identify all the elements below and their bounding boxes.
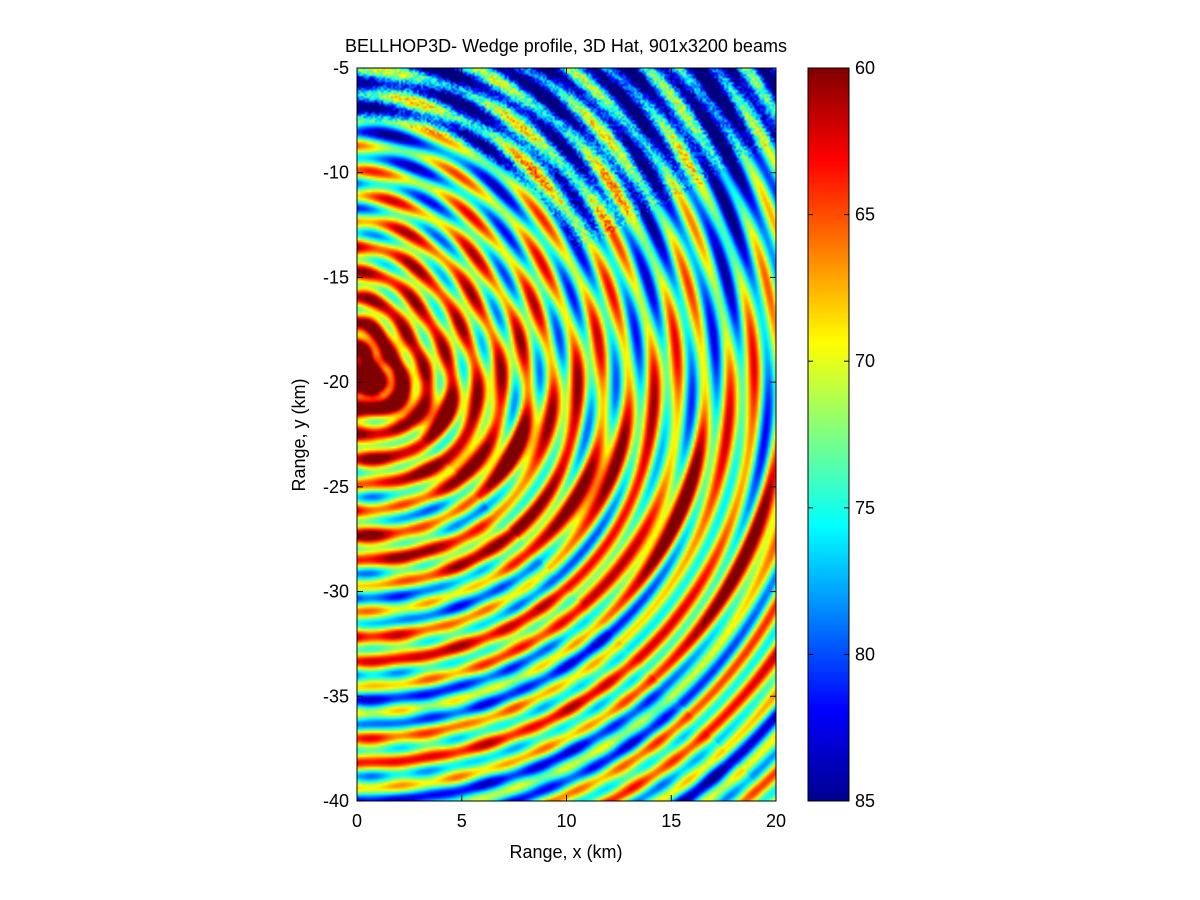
y-tick-label: -25 [323, 477, 349, 497]
y-axis-label: Range, y (km) [289, 378, 309, 491]
y-tick-label: -20 [323, 372, 349, 392]
colorbar-tick-label: 60 [855, 58, 875, 78]
y-tick-label: -35 [323, 686, 349, 706]
colorbar: 60 65 70 75 80 85 [807, 58, 875, 811]
y-tick-label: -40 [323, 791, 349, 811]
colorbar-tick-label: 75 [855, 498, 875, 518]
heatmap-plot [356, 67, 777, 802]
x-tick-label: 15 [661, 811, 681, 831]
x-tick-label: 5 [457, 811, 467, 831]
colorbar-tick-label: 65 [855, 205, 875, 225]
colorbar-ticks: 60 65 70 75 80 85 [808, 58, 875, 811]
colorbar-gradient [807, 67, 850, 802]
y-tick-label: -10 [323, 163, 349, 183]
chart-title: BELLHOP3D- Wedge profile, 3D Hat, 901x32… [345, 36, 787, 56]
y-axis: -5 -10 -15 -20 -25 -30 -35 -40 [323, 58, 776, 811]
colorbar-tick-label: 80 [855, 644, 875, 664]
colorbar-tick-label: 70 [855, 351, 875, 371]
colorbar-tick-label: 85 [855, 791, 875, 811]
x-tick-label: 10 [556, 811, 576, 831]
x-axis-label: Range, x (km) [509, 842, 622, 862]
heatmap-image [357, 68, 776, 801]
y-tick-label: -30 [323, 582, 349, 602]
x-axis: 0 5 10 15 20 [352, 68, 786, 831]
x-tick-label: 20 [766, 811, 786, 831]
y-tick-label: -15 [323, 267, 349, 287]
x-tick-label: 0 [352, 811, 362, 831]
y-tick-label: -5 [333, 58, 349, 78]
